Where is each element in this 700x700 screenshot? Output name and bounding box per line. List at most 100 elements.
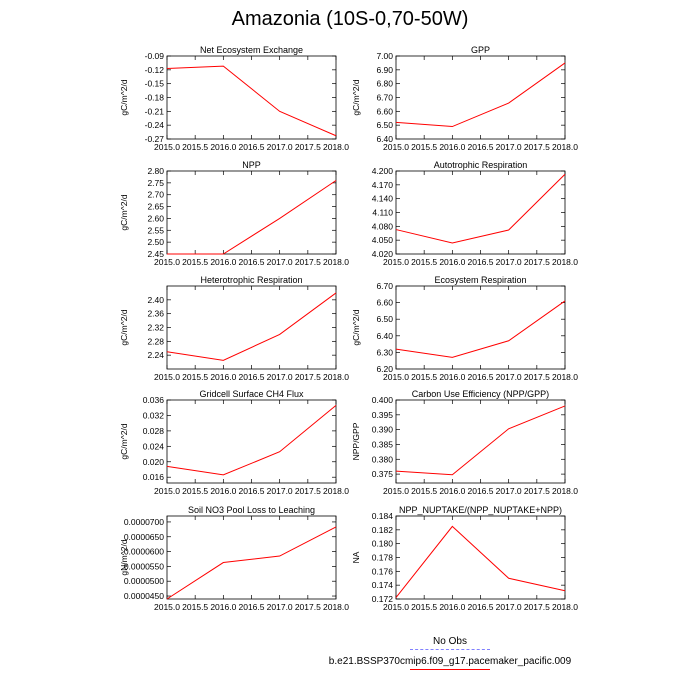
x-tick-label: 2018.0: [552, 142, 578, 152]
y-tick-label: 0.0000600: [124, 547, 164, 557]
x-tick-label: 2016.5: [468, 602, 494, 612]
series-line: [166, 292, 337, 361]
y-tick-label: 2.80: [147, 166, 164, 176]
y-tick-label: 2.36: [147, 309, 164, 319]
x-tick-label: 2015.5: [411, 257, 437, 267]
x-tick-label: 2015.0: [154, 602, 180, 612]
y-tick-label: 0.036: [143, 395, 165, 405]
x-tick-label: 2015.5: [411, 372, 437, 382]
y-tick-label: 6.70: [376, 93, 393, 103]
series-line: [395, 173, 566, 244]
y-tick-label: 2.75: [147, 178, 164, 188]
x-tick-label: 2017.5: [524, 486, 550, 496]
chart-panel-1: Net Ecosystem Exchange 2015.0 2015.5 2016.0…: [119, 45, 349, 152]
y-tick-label: 6.20: [376, 364, 393, 374]
x-tick-label: 2017.5: [524, 602, 550, 612]
y-tick-label: 0.0000650: [124, 532, 164, 542]
x-tick-label: 2017.0: [496, 142, 522, 152]
panel-title: NPP_NUPTAKE/(NPP_NUPTAKE+NPP): [399, 505, 562, 515]
x-tick-label: 2018.0: [552, 602, 578, 612]
x-tick-label: 2017.0: [496, 486, 522, 496]
plot-frame: [395, 285, 566, 370]
y-tick-label: 2.40: [147, 295, 164, 305]
series-line: [166, 405, 337, 476]
series-line: [395, 62, 566, 128]
x-tick-label: 2016.0: [439, 486, 465, 496]
y-tick-label: -0.21: [145, 106, 165, 116]
y-tick-label: 4.170: [372, 180, 394, 190]
legend: No Obs b.e21.BSSP370cmip6.f09_g17.pacema…: [300, 636, 600, 676]
x-tick-label: 2016.0: [210, 602, 236, 612]
plot-frame: [166, 285, 337, 370]
legend-obs: No Obs: [300, 636, 600, 650]
y-tick-label: 6.40: [376, 134, 393, 144]
y-tick-label: 0.180: [372, 539, 394, 549]
x-tick-label: 2015.0: [383, 602, 409, 612]
y-tick-label: 0.375: [372, 469, 394, 479]
plot-frame: [395, 170, 566, 255]
y-tick-label: 0.174: [372, 580, 394, 590]
y-tick-label: 0.028: [143, 426, 165, 436]
x-tick-label: 2018.0: [552, 372, 578, 382]
x-tick-label: 2015.0: [383, 372, 409, 382]
y-tick-label: 4.080: [372, 221, 394, 231]
x-tick-label: 2016.0: [210, 142, 236, 152]
y-tick-label: 6.60: [376, 106, 393, 116]
legend-obs-label: No Obs: [433, 636, 467, 647]
y-tick-label: 0.395: [372, 410, 394, 420]
y-tick-label: 2.32: [147, 323, 164, 333]
y-tick-label: -0.27: [145, 134, 165, 144]
y-tick-label: 6.70: [376, 281, 393, 291]
y-tick-label: 0.0000450: [124, 591, 164, 601]
x-tick-label: 2015.5: [411, 142, 437, 152]
x-tick-label: 2016.0: [210, 372, 236, 382]
x-tick-label: 2017.0: [496, 602, 522, 612]
panel-title: Autotrophic Respiration: [434, 160, 528, 170]
y-tick-label: 0.020: [143, 457, 165, 467]
y-tick-label: 0.178: [372, 553, 394, 563]
x-tick-label: 2017.5: [295, 372, 321, 382]
y-axis-label: gC/m^2/d: [351, 309, 361, 345]
y-tick-label: 0.172: [372, 594, 394, 604]
y-axis-label: gN/m^2/d: [119, 539, 129, 575]
x-tick-label: 2017.0: [267, 142, 293, 152]
y-tick-label: 2.60: [147, 213, 164, 223]
x-tick-label: 2015.0: [154, 372, 180, 382]
y-tick-label: 4.020: [372, 249, 394, 259]
panel-title: Gridcell Surface CH4 Flux: [199, 389, 304, 399]
y-tick-label: 0.0000500: [124, 576, 164, 586]
y-tick-label: 2.70: [147, 190, 164, 200]
x-tick-label: 2017.0: [267, 602, 293, 612]
x-tick-label: 2015.5: [411, 486, 437, 496]
y-tick-label: 4.140: [372, 194, 394, 204]
x-tick-label: 2017.0: [496, 257, 522, 267]
x-tick-label: 2015.0: [154, 257, 180, 267]
y-tick-label: -0.12: [145, 65, 165, 75]
x-tick-label: 2018.0: [323, 372, 349, 382]
x-tick-label: 2017.5: [295, 602, 321, 612]
y-tick-label: 6.80: [376, 79, 393, 89]
y-tick-label: 4.110: [372, 208, 393, 218]
x-tick-label: 2016.0: [210, 486, 236, 496]
y-tick-label: 0.0000550: [124, 561, 164, 571]
y-tick-label: 6.50: [376, 120, 393, 130]
panel-title: Soil NO3 Pool Loss to Leaching: [188, 505, 315, 515]
y-axis-label: NPP/GPP: [351, 422, 361, 460]
x-tick-label: 2016.5: [468, 142, 494, 152]
plot-frame: [395, 515, 566, 600]
x-tick-label: 2016.5: [239, 372, 265, 382]
y-axis-label: gC/m^2/d: [119, 194, 129, 230]
y-tick-label: 2.45: [147, 249, 164, 259]
y-axis-label: NA: [351, 551, 361, 563]
series-line: [167, 180, 337, 255]
x-tick-label: 2018.0: [323, 486, 349, 496]
series-line: [166, 65, 337, 137]
legend-case: b.e21.BSSP370cmip6.f09_g17.pacemaker_pac…: [300, 656, 600, 670]
y-tick-label: 0.184: [372, 511, 394, 521]
y-axis-label: gC/m^2/d: [351, 79, 361, 115]
y-axis-label: gC/m^2/d: [119, 79, 129, 115]
y-tick-label: 0.016: [143, 472, 165, 482]
y-tick-label: 0.024: [143, 441, 165, 451]
